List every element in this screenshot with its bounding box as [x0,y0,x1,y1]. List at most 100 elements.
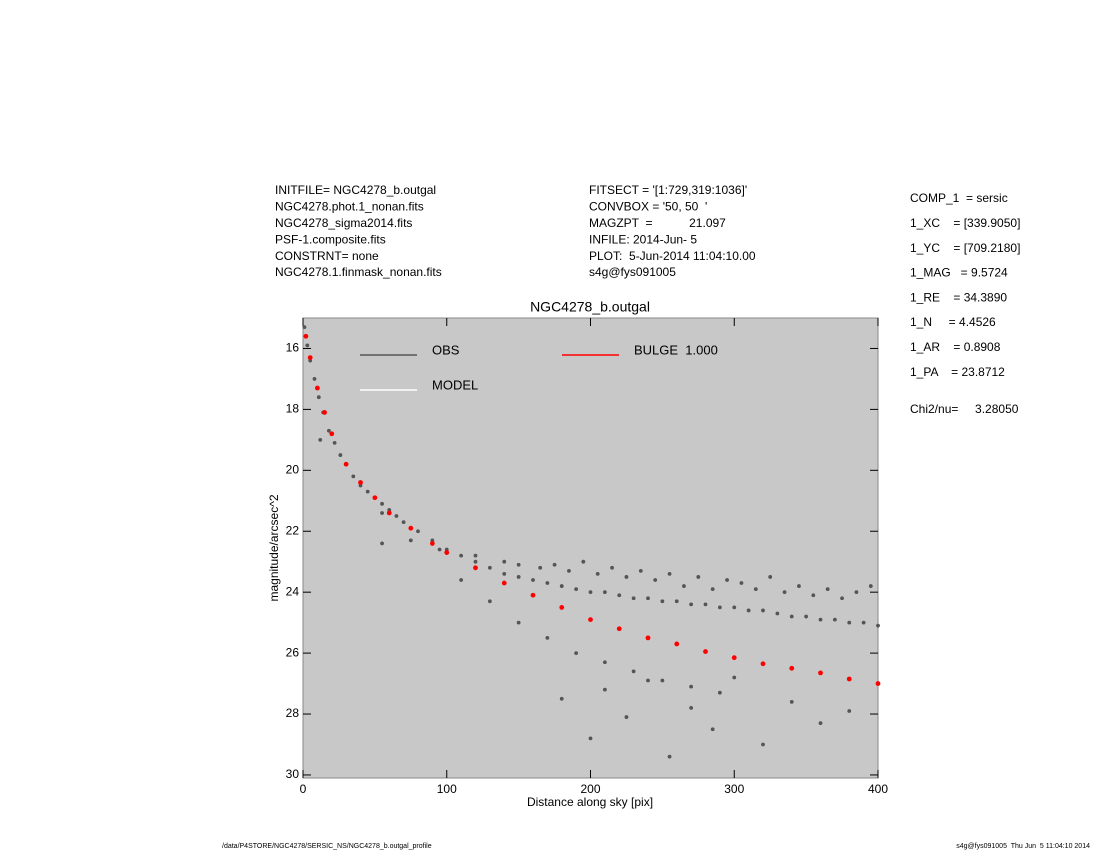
y-tick-label: 20 [286,462,300,476]
point [689,706,694,710]
point [473,559,478,564]
param-line: COMP_1 = sersic [910,191,1008,205]
point [760,661,766,667]
point [789,699,794,704]
point [689,684,694,689]
point [516,562,521,567]
point [303,333,309,339]
point [581,559,586,564]
point [768,575,773,579]
point [717,605,722,610]
point [854,590,859,595]
x-tick-label: 100 [437,782,457,796]
point [746,608,751,613]
plot-area [302,317,879,779]
point [552,562,557,567]
point [386,510,392,516]
point [429,541,435,546]
point [487,565,492,570]
point [314,385,320,391]
param-line: 1_N = 4.4526 [910,315,996,329]
point [847,620,852,625]
point [401,520,406,525]
point [753,587,758,592]
y-tick-label: 16 [286,341,300,355]
point [602,660,607,665]
point [380,511,384,515]
param-line: 1_MAG = 9.5724 [910,266,1008,280]
header-left-line: PSF-1.composite.fits [275,232,386,246]
point [338,453,343,457]
point [351,474,356,479]
point [646,596,650,601]
point [473,565,478,571]
point [394,514,399,518]
point [667,754,672,759]
point [574,587,579,592]
point [380,541,384,546]
point [332,441,337,445]
point [732,675,737,680]
point [653,578,658,582]
point [818,617,823,622]
point [318,437,323,442]
point [703,649,708,654]
point [804,614,809,619]
point [875,681,881,686]
point [682,584,686,588]
point [545,581,550,585]
header-left-line: CONSTRNT= none [275,249,379,263]
point [487,599,492,604]
point [782,590,787,595]
point [832,617,837,622]
header-middle-line: s4g@fys091005 [589,265,676,279]
point [616,626,622,632]
point [545,635,550,640]
point [358,480,363,485]
point [538,565,543,570]
x-axis-label: Distance along sky [pix] [527,795,653,809]
point [567,568,571,573]
point [732,605,737,610]
point [825,587,830,592]
header-middle-line: INFILE: 2014-Jun- 5 [589,232,697,246]
legend-label: BULGE 1.000 [634,342,718,357]
point [624,575,629,579]
point [307,355,313,361]
point [703,602,708,607]
point [631,669,636,674]
point [660,599,665,604]
point [559,696,564,701]
point [847,709,852,713]
point [531,578,535,582]
param-line: 1_RE = 34.3890 [910,290,1007,304]
point [326,428,331,433]
point [459,578,464,582]
point [761,742,765,747]
header-middle-line: MAGZPT = 21.097 [589,216,726,230]
point [667,571,672,576]
point [868,584,873,588]
point [602,590,607,595]
param-line: 1_PA = 23.8712 [910,365,1005,379]
header-middle-line: FITSECT = '[1:729,319:1036]' [589,183,747,197]
header-middle-line: PLOT: 5-Jun-2014 11:04:10.00 [589,249,756,263]
point [811,593,816,598]
point [876,623,880,628]
y-tick-label: 30 [286,767,300,781]
point [501,580,507,586]
point [696,575,701,579]
point [725,578,729,582]
legend-label: OBS [432,342,460,357]
point [437,547,442,552]
point [588,736,593,741]
point [646,678,650,683]
point [516,575,521,579]
point [818,721,823,726]
point [775,611,780,616]
footer-right: s4g@fys091005 Thu Jun 5 11:04:10 2014 [956,843,1090,850]
point [559,605,565,610]
param-line: 1_AR = 0.8908 [910,340,1001,354]
y-tick-label: 24 [286,584,300,598]
